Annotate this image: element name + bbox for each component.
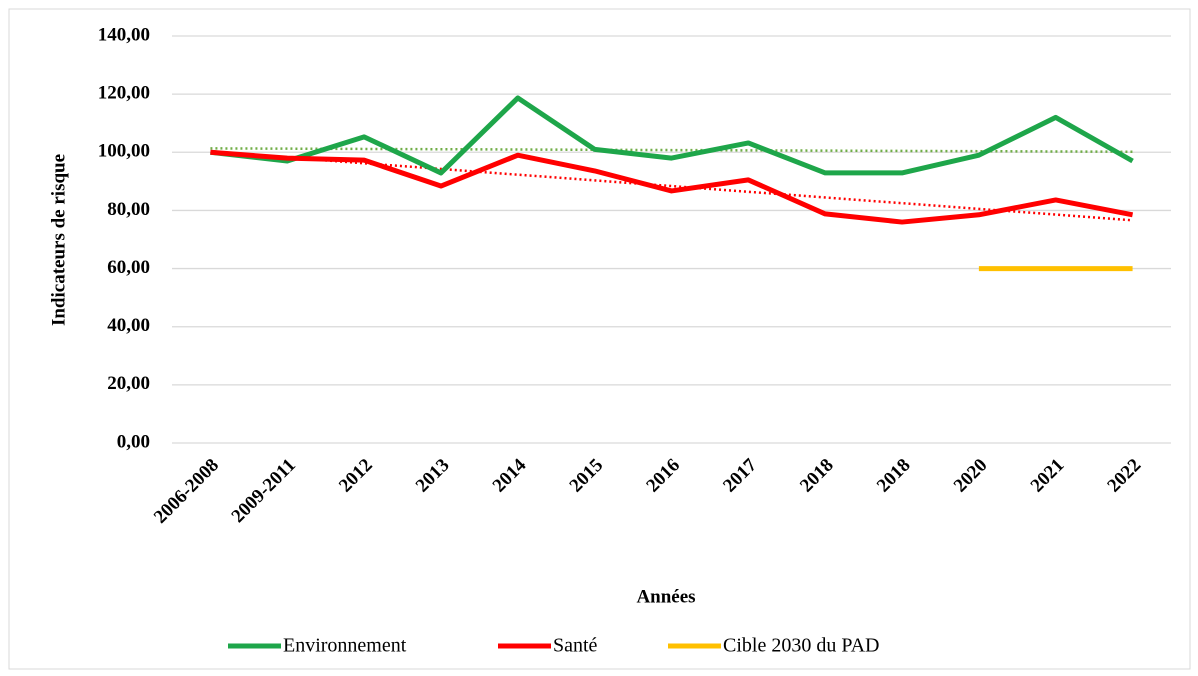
x-axis-title: Années [636,586,695,607]
y-tick-label: 0,00 [117,431,150,452]
trendline [210,147,1133,154]
y-axis-title: Indicateurs de risque [48,154,69,326]
trendline [210,150,1133,222]
y-tick-label: 100,00 [98,141,150,162]
series-line [210,149,1134,225]
y-tick-label: 140,00 [98,24,150,45]
series-line [210,95,1134,176]
chart-frame [8,8,1191,670]
y-tick-label: 40,00 [107,315,150,336]
y-tick-label: 80,00 [107,199,150,220]
legend-label: Cible 2030 du PAD [723,635,880,657]
legend-label: Environnement [283,635,407,657]
legend-label: Santé [553,635,598,657]
y-tick-label: 20,00 [107,373,150,394]
y-tick-label: 60,00 [107,257,150,278]
y-tick-label: 120,00 [98,83,150,104]
